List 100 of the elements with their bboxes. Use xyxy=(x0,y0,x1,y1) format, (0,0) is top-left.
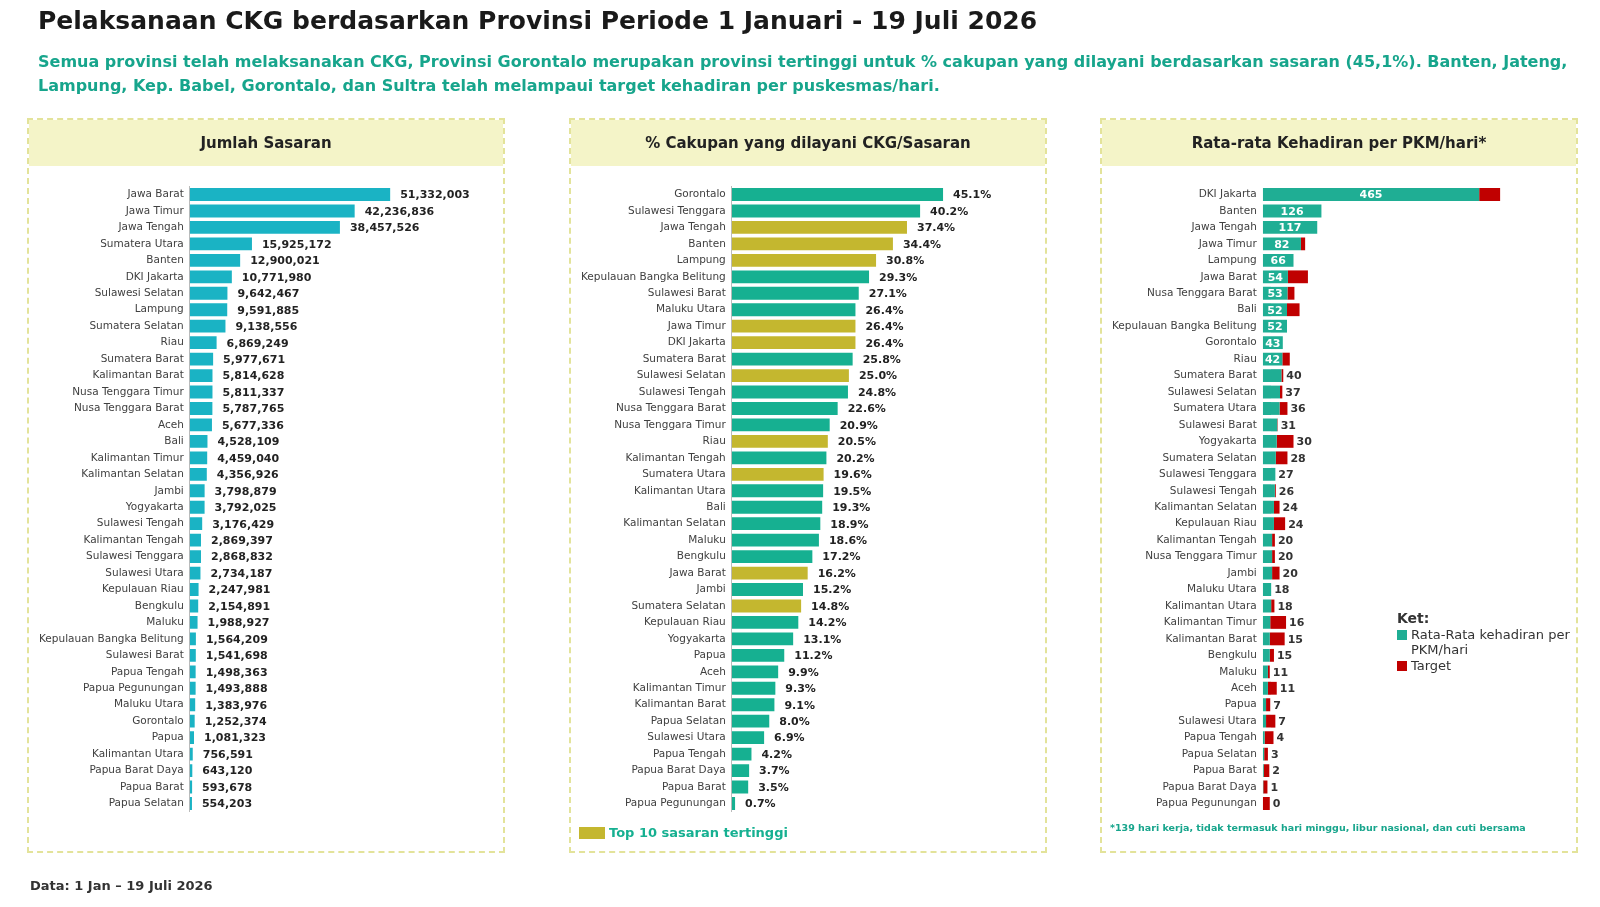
data-label: 643,120 xyxy=(202,764,253,778)
data-label: 53 xyxy=(1267,287,1283,301)
bar xyxy=(1262,583,1272,596)
bar xyxy=(731,188,944,201)
data-label: 20.5% xyxy=(837,435,876,449)
data-label: 5,811,337 xyxy=(222,385,285,399)
y-tick-label: Kepulauan Bangka Belitung xyxy=(38,631,184,644)
y-tick-label: Papua xyxy=(1224,697,1257,710)
chart-title: Jumlah Sasaran xyxy=(29,120,503,166)
data-label: 40 xyxy=(1286,369,1302,383)
bar xyxy=(189,797,192,810)
bar xyxy=(1263,764,1270,777)
data-label: 11.2% xyxy=(794,649,833,663)
bar xyxy=(731,566,808,580)
data-label: 593,678 xyxy=(202,780,253,794)
y-tick-label: Jawa Barat xyxy=(126,187,184,200)
y-tick-label: Sulawesi Tenggara xyxy=(1159,467,1257,480)
y-tick-label: Sumatera Selatan xyxy=(89,318,184,331)
text: *139 hari kerja, tidak termasuk hari minggu, libur nasional, dan cuti bersama xyxy=(1110,822,1526,833)
data-label: 24.8% xyxy=(857,385,897,399)
bar xyxy=(189,336,217,350)
data-label: 25.8% xyxy=(862,352,901,366)
bar xyxy=(189,253,241,267)
data-label: 1,498,363 xyxy=(205,665,268,679)
data-label: 9,591,885 xyxy=(237,303,300,317)
y-tick-label: Maluku Utara xyxy=(1186,582,1257,595)
y-tick-label: Kalimantan Timur xyxy=(90,450,185,463)
data-label: 0.7% xyxy=(745,797,776,811)
data-label: 1,541,698 xyxy=(205,649,268,663)
bar xyxy=(731,270,870,284)
bar xyxy=(1262,681,1268,695)
y-tick-label: Sulawesi Barat xyxy=(105,648,184,661)
y-tick-label: Papua Barat Daya xyxy=(89,763,184,776)
bar xyxy=(731,583,803,596)
y-tick-label: Kalimantan Barat xyxy=(92,368,184,381)
bar xyxy=(731,764,750,777)
bar xyxy=(1479,188,1501,201)
data-label: 4.2% xyxy=(761,747,792,761)
bar xyxy=(1262,500,1274,514)
y-tick-label: Kalimantan Barat xyxy=(1165,631,1257,644)
bar xyxy=(189,418,212,432)
data-label: 15.2% xyxy=(812,583,852,597)
y-tick-label: Sumatera Selatan xyxy=(1162,450,1257,463)
data-label: 2,154,891 xyxy=(208,599,271,613)
data-label: 16 xyxy=(1289,616,1305,630)
bar xyxy=(731,632,794,646)
bar xyxy=(189,237,252,251)
y-tick-label: Papua Barat xyxy=(661,779,726,792)
bar xyxy=(1270,616,1287,629)
data-label: 2,868,832 xyxy=(210,550,273,564)
data-label: 12,900,021 xyxy=(250,254,320,268)
bar xyxy=(1273,500,1280,514)
data-label: 1,493,888 xyxy=(205,682,268,696)
y-tick-label: Papua Pegunungan xyxy=(1155,796,1257,809)
bar xyxy=(1262,369,1282,382)
bar xyxy=(731,451,827,465)
data-label: 31 xyxy=(1280,418,1296,432)
bar xyxy=(189,665,196,679)
y-tick-label: Gorontalo xyxy=(674,187,726,200)
y-tick-label: Papua Selatan xyxy=(108,796,184,809)
bar xyxy=(1262,188,1480,201)
y-tick-label: Kalimantan Tengah xyxy=(625,450,726,463)
legend-title: Ket: xyxy=(1397,610,1431,626)
data-label: 36 xyxy=(1290,402,1307,416)
y-tick-label: Sulawesi Tengah xyxy=(1169,483,1257,496)
y-tick-label: Nusa Tenggara Timur xyxy=(72,384,185,397)
bar xyxy=(1262,714,1267,728)
data-label: 4,459,040 xyxy=(217,451,280,465)
bar xyxy=(189,221,340,234)
bar xyxy=(1272,533,1275,547)
text: Semua provinsi telah melaksanakan CKG, Provinsi Gorontalo merupakan provinsi tertinggi untuk % cakupan yang dilayani berdasarkan sasaran (45,1%). Banten, Jateng, Lampung, Kep. Babel, Gorontalo, dan Sultra telah melampaui target kehadiran per puskesmas/hari. xyxy=(38,51,1568,97)
bar xyxy=(731,369,849,382)
bar xyxy=(189,731,195,745)
y-tick-label: Jambi xyxy=(695,582,726,595)
data-label: 26 xyxy=(1278,484,1295,498)
bar xyxy=(731,665,779,679)
bar xyxy=(1262,566,1273,580)
bar xyxy=(731,780,749,794)
bar xyxy=(1262,665,1268,679)
data-label: 18.9% xyxy=(830,517,869,531)
y-tick-label: Sulawesi Tengah xyxy=(638,384,726,397)
bar xyxy=(1279,402,1288,415)
y-tick-label: Sulawesi Selatan xyxy=(94,286,184,299)
y-tick-label: Papua Tengah xyxy=(110,664,184,677)
bar xyxy=(1269,632,1285,646)
data-label: 3,792,025 xyxy=(214,501,277,515)
bar xyxy=(731,731,765,745)
y-tick-label: Sulawesi Barat xyxy=(647,286,726,299)
chart-title: Rata-rata Kehadiran per PKM/hari* xyxy=(1102,120,1576,166)
bar xyxy=(189,352,214,366)
bar xyxy=(731,467,824,481)
y-tick-label: Jawa Tengah xyxy=(117,220,184,233)
bar xyxy=(731,533,819,547)
y-tick-label: Kepulauan Bangka Belitung xyxy=(1111,318,1257,331)
bar xyxy=(731,286,859,300)
y-tick-label: Kalimantan Utara xyxy=(633,483,726,496)
data-label: 5,977,671 xyxy=(223,352,286,366)
y-tick-label: Kepulauan Riau xyxy=(1174,516,1257,529)
bar xyxy=(731,402,838,415)
data-label: 18 xyxy=(1274,583,1290,597)
